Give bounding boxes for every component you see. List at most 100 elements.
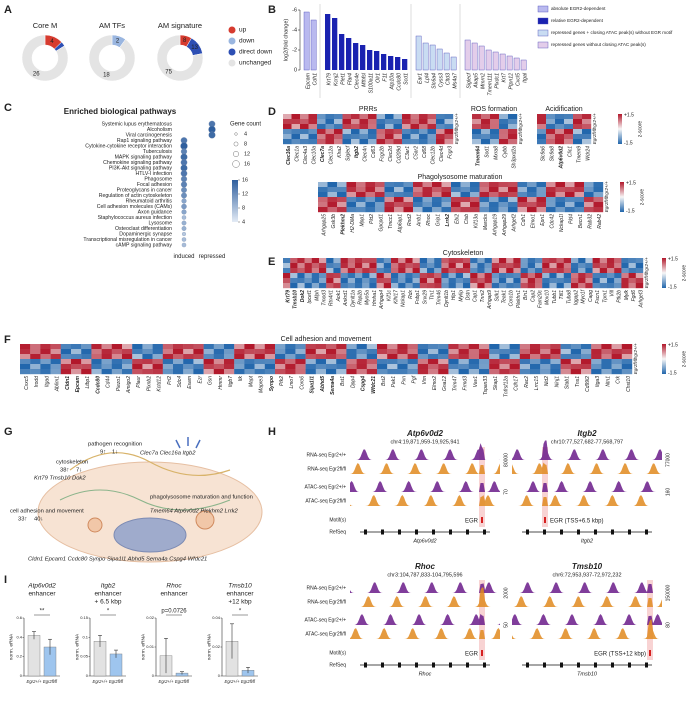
heatmap-cell (428, 344, 439, 350)
heatmap-cell (295, 354, 306, 360)
heatmap-cell (591, 359, 602, 365)
heatmap-cell (30, 349, 41, 355)
heatmap-cell (419, 283, 428, 289)
heatmap-cell (417, 364, 429, 370)
heatmap-cell (387, 354, 398, 360)
heatmap-cell (315, 359, 327, 365)
heatmap-cell (422, 187, 433, 193)
heatmap-cell (570, 344, 582, 350)
heatmap-cell (508, 119, 518, 125)
gene-label: Arhgap29 (502, 214, 508, 237)
gene-label: Clec10a (312, 146, 318, 165)
dot (181, 226, 187, 231)
heatmap-cell (334, 124, 343, 130)
heatmap-cell (441, 182, 452, 188)
diagram-label: Krt79 Tmsb10 Dok2 (34, 476, 86, 482)
heatmap-cell (546, 139, 556, 145)
heatmap-cell (71, 349, 82, 355)
heatmap-cell (436, 139, 445, 145)
gene-label: Capg (588, 290, 594, 302)
heatmap-cell (509, 359, 520, 365)
heatmap-cell (581, 354, 592, 360)
heatmap-cell (203, 369, 214, 375)
heatmap-cell (326, 258, 334, 264)
heatmap-cell (356, 207, 366, 213)
row-label: Egr2fl/fl (644, 272, 649, 289)
heatmap-cell (499, 349, 510, 355)
heatmap-cell (463, 283, 471, 289)
gene-label: Arrb1 (417, 214, 423, 227)
heatmap-cell (614, 278, 622, 284)
gene-label: Gna12 (442, 376, 448, 391)
heatmap-cell (334, 119, 343, 125)
heatmap-cell (556, 283, 564, 289)
heatmap-cell (506, 263, 514, 269)
heatmap-cell (285, 354, 296, 360)
gene-label: Fnbp1 (415, 290, 421, 304)
gene-label: Ezr (197, 376, 203, 384)
gene-label: Tuba8 (566, 290, 572, 304)
heatmap-cell (434, 268, 442, 274)
heatmap-cell (432, 197, 442, 203)
heatmap-cell (527, 187, 537, 193)
heatmap-cell (326, 283, 334, 289)
x-tick-label: Cxcl5 (516, 73, 522, 86)
heatmap-cell (333, 278, 341, 284)
gene-label: Cd99l2 (585, 376, 591, 392)
heatmap-cell (162, 344, 174, 350)
diagram-label: 7↓ (76, 468, 82, 474)
heatmap-cell (308, 124, 318, 130)
gene-label: Clec4n (363, 146, 369, 162)
row-label: Egr2+/+ (633, 343, 638, 360)
pathway-label: Tuberculosis (143, 149, 173, 155)
heatmap-cell (513, 263, 521, 269)
gene-label: Rap2b (358, 290, 364, 305)
heatmap-cell (549, 258, 557, 264)
heatmap-cell (491, 258, 500, 264)
gene-label: Itga3 (595, 376, 601, 387)
gene-label: Elmo1 (531, 214, 537, 228)
gene-label: Cxxc5 (24, 376, 30, 390)
exon (364, 662, 367, 668)
diagram-label: Tmem64 Atp6v0d2 Plekhm2 Lrrk2 (150, 509, 239, 515)
heatmap-cell (356, 344, 367, 350)
x-tick-label: Egr2fl/fl (175, 679, 190, 684)
heatmap-cell (582, 114, 592, 120)
heatmap-cell (513, 273, 521, 279)
heatmap-cell (578, 273, 586, 279)
heatmap-cell (224, 344, 235, 350)
heatmap-cell (565, 197, 575, 203)
heatmap-cell (427, 134, 437, 140)
x-tick-label: Mthfsl (362, 72, 368, 87)
gene-label: Arhgap4 (379, 290, 385, 310)
heatmap-cell (419, 273, 428, 279)
heatmap-cell (611, 354, 622, 360)
heatmap-cell (542, 278, 550, 284)
heatmap-cell (481, 139, 491, 145)
heatmap-cell (254, 349, 265, 355)
heatmap-cell (317, 119, 326, 125)
gene-label: Rhoc (426, 214, 432, 226)
heatmap-cell (428, 349, 439, 355)
heatmap-cell (337, 192, 347, 198)
heatmap-cell (295, 359, 306, 365)
heatmap-cell (470, 187, 480, 193)
heatmap-cell (376, 139, 386, 145)
heatmap-cell (555, 134, 565, 140)
heatmap-cell (264, 354, 276, 360)
exon (381, 529, 384, 535)
heatmap-cell (611, 349, 622, 355)
heatmap-cell (448, 359, 459, 365)
gene-label: Piezo1 (116, 376, 122, 392)
heatmap-cell (311, 263, 320, 269)
heatmap-cell (391, 263, 399, 269)
heatmap-cell (506, 268, 514, 274)
y-axis-label: norm. eRNA (74, 633, 80, 660)
heatmap-cell (607, 258, 615, 264)
heatmap-cell (315, 354, 327, 360)
heatmap-cell (20, 349, 31, 355)
bar (520, 59, 527, 71)
gene-label: Tmod3 (322, 290, 328, 306)
x-tick-label: Ms4a7 (453, 72, 459, 89)
bar (450, 56, 457, 71)
